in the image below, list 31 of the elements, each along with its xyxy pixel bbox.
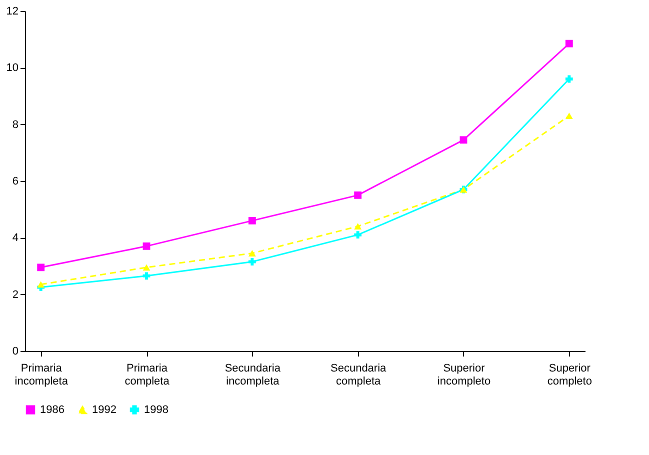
point	[37, 281, 45, 288]
point	[142, 242, 150, 250]
x-tick-label: Superior incompleto	[437, 362, 491, 388]
y-tick-label: 12	[6, 6, 18, 18]
point	[460, 136, 468, 144]
x-tick-label: Secundaria completa	[330, 362, 388, 388]
legend-label: 1992	[92, 404, 116, 416]
point	[565, 75, 573, 83]
point	[142, 272, 150, 280]
point	[565, 40, 573, 48]
x-tick-label: Secundaria incompleta	[224, 362, 282, 388]
point	[248, 216, 256, 224]
point	[565, 112, 573, 120]
y-tick-label: 10	[6, 62, 18, 74]
point	[37, 264, 45, 272]
x-tick-label: Superior completo	[547, 362, 592, 388]
y-tick-label: 0	[12, 346, 18, 358]
y-tick-label: 8	[12, 118, 18, 131]
point	[354, 231, 362, 239]
point	[248, 250, 256, 256]
y-tick-label: 2	[12, 288, 18, 301]
y-tick-label: 4	[12, 232, 18, 244]
x-tick-label: Primaria completa	[124, 362, 170, 388]
point	[248, 258, 256, 266]
point	[142, 264, 150, 271]
x-tick-label: Primaria incompleta	[14, 362, 69, 388]
y-tick-label: 6	[12, 176, 18, 188]
point	[354, 223, 362, 230]
legend-label: 1986	[40, 404, 64, 416]
legend-label: 1998	[144, 404, 168, 416]
point	[354, 191, 362, 199]
